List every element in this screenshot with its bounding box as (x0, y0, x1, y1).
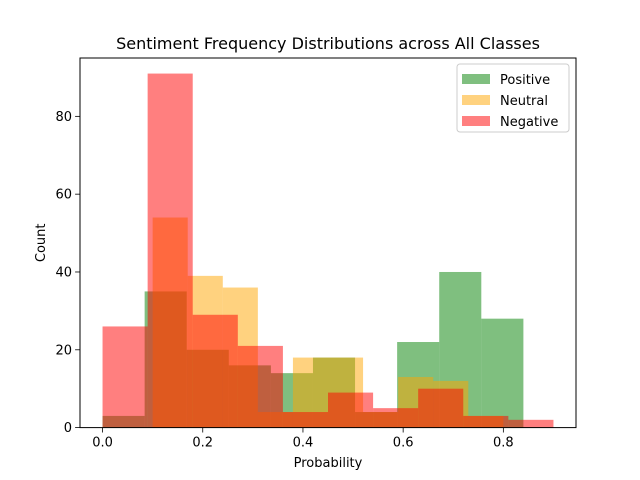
negative-bar-1 (147, 73, 193, 428)
positive-bar-9 (481, 318, 524, 428)
negative-bar-4 (282, 412, 328, 428)
x-tick-label: 0.8 (493, 436, 514, 451)
negative-bar-6 (373, 408, 419, 428)
y-tick-label: 20 (55, 343, 72, 358)
legend-label-negative: Negative (500, 115, 558, 130)
y-axis: 0 20 40 60 80 (55, 110, 80, 436)
y-axis-title: Count (34, 223, 49, 262)
legend: Positive Neutral Negative (456, 63, 570, 133)
negative-bar-8 (463, 415, 509, 428)
negative-bar-3 (237, 345, 283, 428)
negative-bar-7 (418, 388, 464, 428)
plot-frame (79, 57, 577, 429)
x-tick-label: 0.2 (192, 436, 213, 451)
y-tick-label: 0 (64, 421, 72, 436)
negative-bar-9 (508, 419, 554, 428)
y-tick-label: 80 (55, 110, 72, 125)
legend-swatch-neutral (462, 95, 490, 105)
legend-label-positive: Positive (500, 73, 550, 88)
negative-bar-2 (192, 314, 238, 428)
negative-bar-0 (102, 326, 148, 428)
x-tick-label: 0.6 (393, 436, 414, 451)
chart-title: Sentiment Frequency Distributions across… (116, 34, 540, 53)
y-tick-label: 40 (55, 265, 72, 280)
bars-layer (102, 73, 554, 428)
legend-swatch-positive (462, 74, 490, 84)
x-tick-label: 0.0 (92, 436, 113, 451)
legend-swatch-negative (462, 116, 490, 126)
x-axis: 0.0 0.2 0.4 0.6 0.8 (92, 427, 514, 451)
x-axis-title: Probability (294, 456, 363, 471)
negative-bar-5 (328, 392, 374, 428)
x-tick-label: 0.4 (293, 436, 314, 451)
y-tick-label: 60 (55, 188, 72, 203)
legend-label-neutral: Neutral (500, 94, 548, 109)
